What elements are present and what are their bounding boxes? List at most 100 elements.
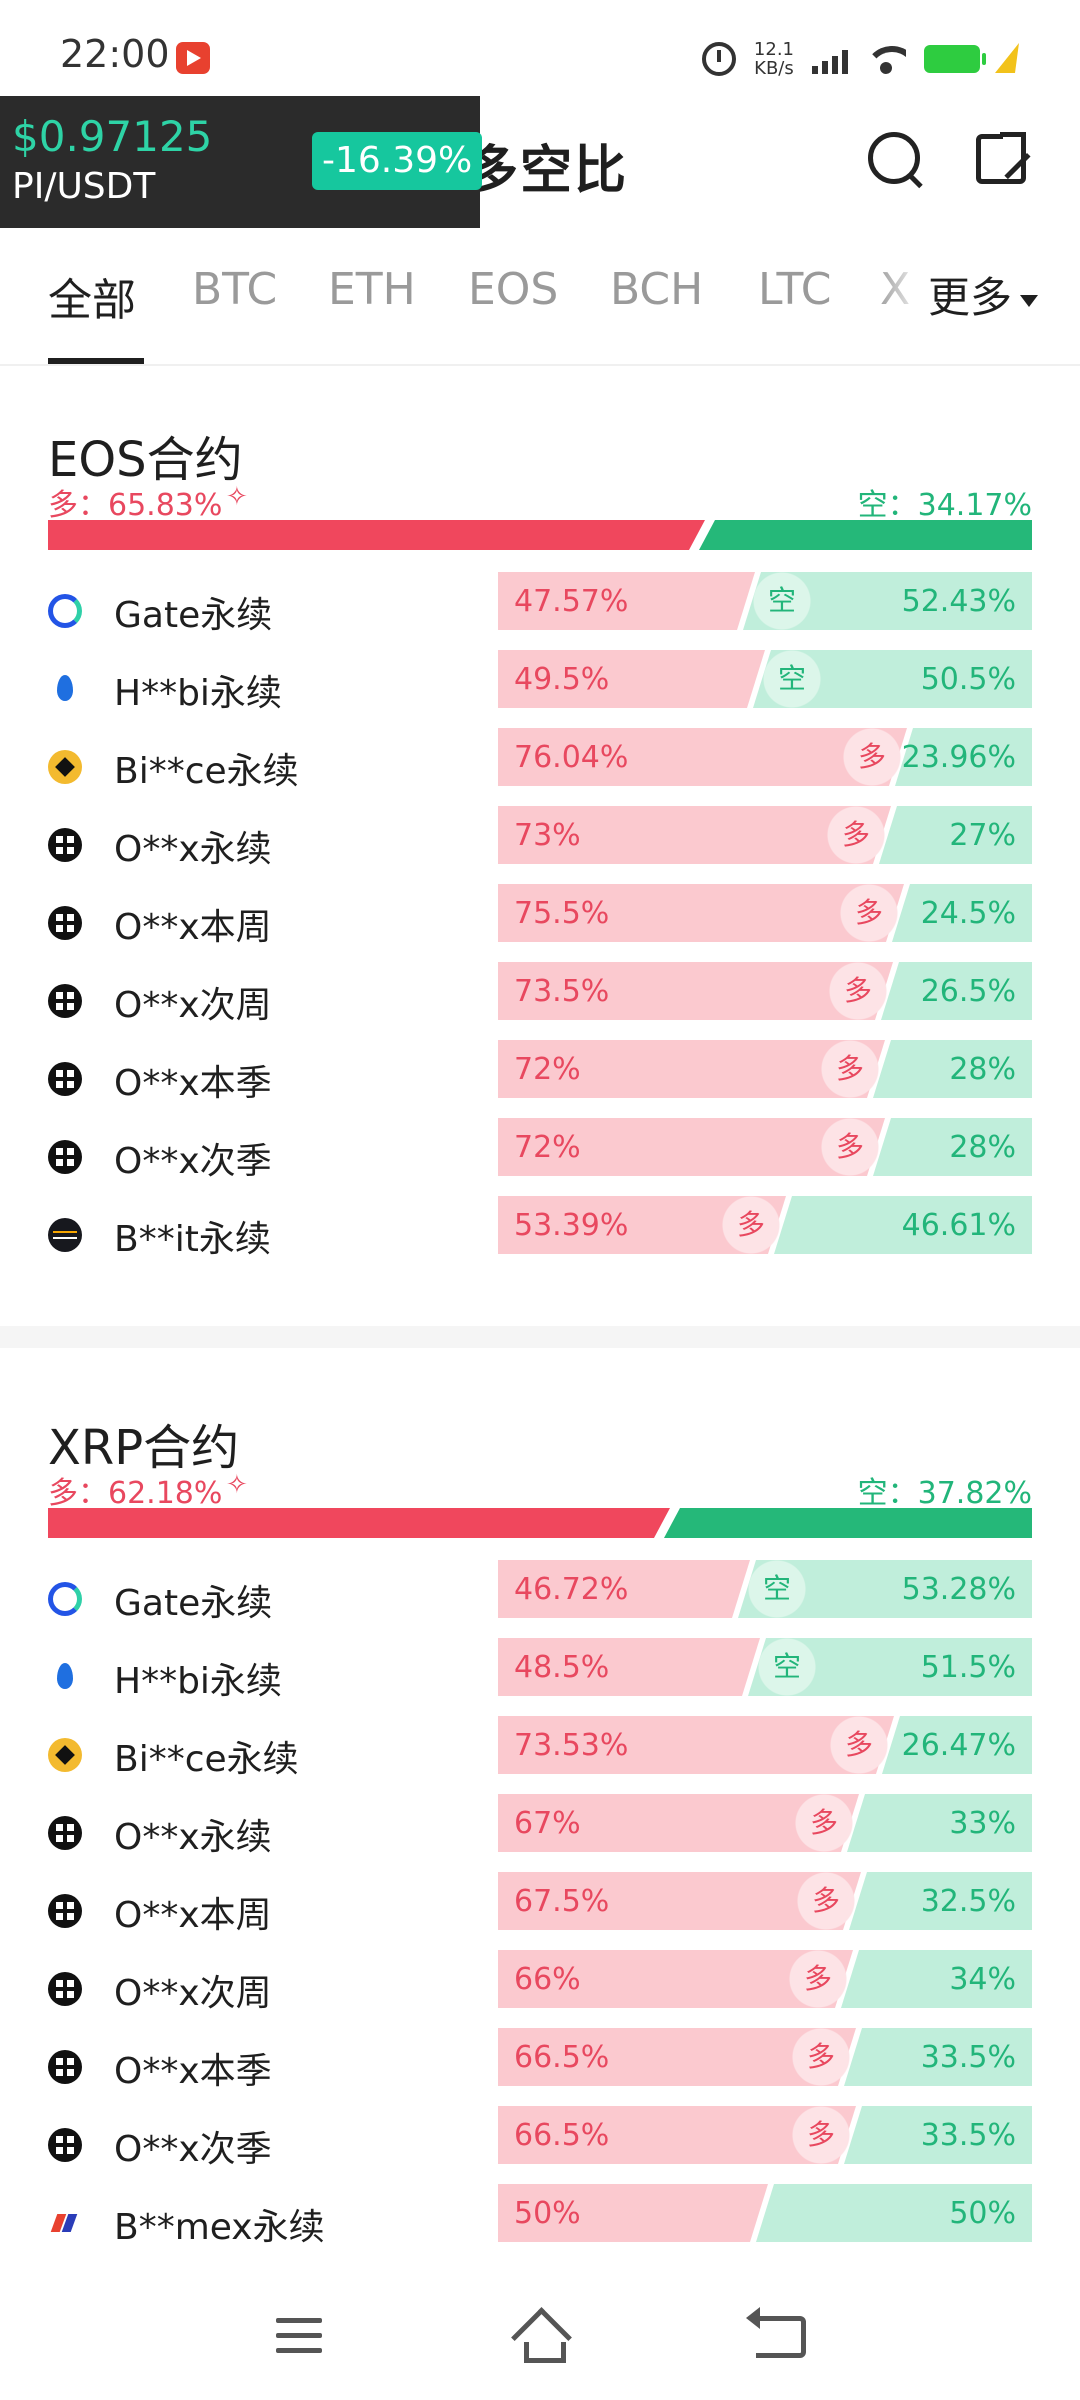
long-value: 76.04%	[514, 740, 629, 775]
short-value: 53.28%	[901, 1572, 1016, 1607]
exchange-row[interactable]: O**x次季 72% 28% 多	[0, 1114, 1080, 1192]
ratio-bar: 53.39% 46.61% 多	[498, 1196, 1032, 1254]
long-tag: 多	[840, 728, 904, 786]
short-value: 28%	[949, 1052, 1016, 1087]
home-icon[interactable]	[512, 2312, 568, 2363]
short-value: 27%	[949, 818, 1016, 853]
section-eos: EOS合约 多：65.83% ✧ 空：34.17% Gate永续 47.57% 52…	[0, 420, 1080, 1300]
ratio-bar: 66.5% 33.5% 多	[498, 2028, 1032, 2086]
menu-icon[interactable]	[276, 2318, 322, 2354]
wifi-icon	[866, 44, 906, 74]
section-long-ratio: 多：62.18%	[48, 1476, 223, 1511]
exchange-row[interactable]: H**bi永续 48.5% 51.5% 空	[0, 1634, 1080, 1712]
price-ticker-overlay[interactable]: $0.97125 PI/USDT -16.39%	[0, 96, 483, 228]
binance-icon	[48, 750, 82, 784]
section-title: EOS合约	[48, 432, 243, 488]
tab-ltc[interactable]: LTC	[758, 264, 832, 315]
short-value: 51.5%	[920, 1650, 1016, 1685]
exchange-name: O**x永续	[114, 829, 272, 870]
tab-eos[interactable]: EOS	[468, 264, 559, 315]
section-short-ratio: 空：34.17%	[857, 488, 1032, 523]
short-segment	[774, 1196, 1032, 1254]
short-tag: 空	[760, 650, 824, 708]
tab-more-dropdown[interactable]: 更多	[928, 264, 1038, 325]
short-segment	[873, 1118, 1032, 1176]
long-segment	[498, 572, 755, 630]
huobi-icon	[48, 672, 82, 706]
exchange-name: Gate永续	[114, 1583, 273, 1624]
long-segment	[498, 650, 765, 708]
exchange-row[interactable]: O**x次周 66% 34% 多	[0, 1946, 1080, 2024]
exchange-row[interactable]: O**x次季 66.5% 33.5% 多	[0, 2102, 1080, 2180]
short-value: 33%	[949, 1806, 1016, 1841]
section-short-ratio: 空：37.82%	[857, 1476, 1032, 1511]
short-value: 33.5%	[920, 2040, 1016, 2075]
exchange-row[interactable]: Bi**ce永续 73.53% 26.47% 多	[0, 1712, 1080, 1790]
total-short-bar	[664, 1508, 1032, 1538]
exchange-row[interactable]: O**x本季 66.5% 33.5% 多	[0, 2024, 1080, 2102]
short-segment	[892, 884, 1032, 942]
exchange-name: O**x本周	[114, 1895, 272, 1936]
exchange-row[interactable]: Gate永续 46.72% 53.28% 空	[0, 1556, 1080, 1634]
tab-bch[interactable]: BCH	[610, 264, 704, 315]
exchange-name: Gate永续	[114, 595, 273, 636]
short-segment	[895, 728, 1032, 786]
exchange-row[interactable]: O**x次周 73.5% 26.5% 多	[0, 958, 1080, 1036]
long-value: 72%	[514, 1052, 581, 1087]
long-value: 48.5%	[514, 1650, 610, 1685]
long-value: 67.5%	[514, 1884, 610, 1919]
short-segment	[879, 806, 1032, 864]
section-long-ratio: 多：65.83%	[48, 488, 223, 523]
bybit-icon	[48, 1218, 82, 1252]
exchange-row[interactable]: O**x本周 67.5% 32.5% 多	[0, 1868, 1080, 1946]
ratio-bar: 66.5% 33.5% 多	[498, 2106, 1032, 2164]
long-tag: 多	[789, 2106, 853, 2164]
tab-fade	[876, 260, 926, 340]
short-tag: 空	[745, 1560, 809, 1618]
short-value: 33.5%	[920, 2118, 1016, 2153]
exchange-name: O**x本季	[114, 2051, 272, 2092]
exchange-row[interactable]: Bi**ce永续 76.04% 23.96% 多	[0, 724, 1080, 802]
ratio-bar: 66% 34% 多	[498, 1950, 1032, 2008]
search-icon[interactable]	[866, 130, 924, 188]
long-tag: 多	[794, 1872, 858, 1930]
sparkle-icon: ✧	[226, 482, 248, 512]
long-value: 72%	[514, 1130, 581, 1165]
exchange-row[interactable]: O**x本周 75.5% 24.5% 多	[0, 880, 1080, 958]
long-value: 73.53%	[514, 1728, 629, 1763]
tab-btc[interactable]: BTC	[192, 264, 278, 315]
exchange-list: Gate永续 46.72% 53.28% 空 H**bi永续 48.5% 51.5% 空 Bi*…	[0, 1556, 1080, 2258]
exchange-name: Bi**ce永续	[114, 1739, 299, 1780]
exchange-row[interactable]: B**it永续 53.39% 46.61% 多	[0, 1192, 1080, 1270]
long-value: 66%	[514, 1962, 581, 1997]
exchange-row[interactable]: H**bi永续 49.5% 50.5% 空	[0, 646, 1080, 724]
long-value: 49.5%	[514, 662, 610, 697]
long-tag: 多	[818, 1040, 882, 1098]
short-tag: 空	[750, 572, 814, 630]
system-nav-bar	[0, 2280, 1080, 2400]
ratio-bar: 73.5% 26.5% 多	[498, 962, 1032, 1020]
exchange-row[interactable]: O**x永续 67% 33% 多	[0, 1790, 1080, 1868]
ticker-pair: PI/USDT	[12, 166, 156, 207]
exchange-row[interactable]: O**x永续 73% 27% 多	[0, 802, 1080, 880]
long-value: 46.72%	[514, 1572, 629, 1607]
exchange-row[interactable]: O**x本季 72% 28% 多	[0, 1036, 1080, 1114]
exchange-row[interactable]: Gate永续 47.57% 52.43% 空	[0, 568, 1080, 646]
ratio-bar: 46.72% 53.28% 空	[498, 1560, 1032, 1618]
okx-icon	[48, 1816, 82, 1850]
tab-all[interactable]: 全部	[48, 275, 136, 326]
long-segment	[498, 728, 907, 786]
exchange-row[interactable]: B**mex永续 50% 50%	[0, 2180, 1080, 2258]
ratio-bar: 73.53% 26.47% 多	[498, 1716, 1032, 1774]
binance-icon	[48, 1738, 82, 1772]
ratio-bar: 47.57% 52.43% 空	[498, 572, 1032, 630]
ratio-bar: 73% 27% 多	[498, 806, 1032, 864]
total-long-bar	[48, 520, 705, 550]
tab-eth[interactable]: ETH	[328, 264, 416, 315]
long-tag: 多	[837, 884, 901, 942]
share-arrow-icon	[1000, 132, 1026, 158]
back-nav-icon[interactable]	[746, 2307, 806, 2358]
section-total-bar	[48, 520, 1032, 550]
long-value: 67%	[514, 1806, 581, 1841]
page-title: 多空比	[466, 141, 629, 201]
